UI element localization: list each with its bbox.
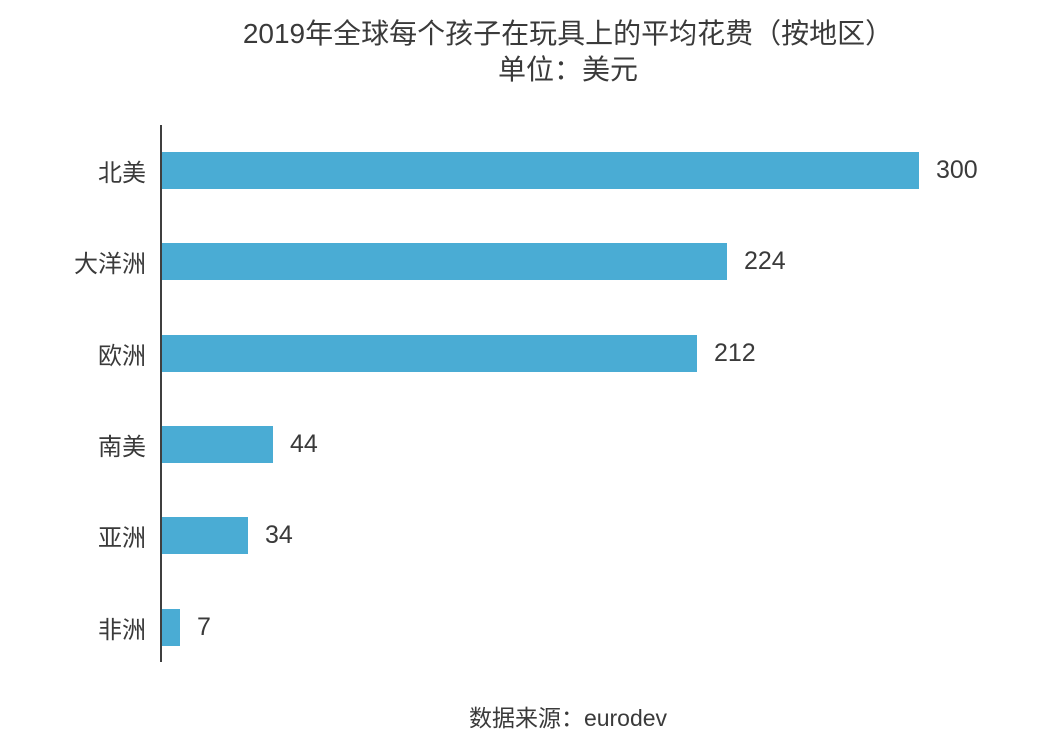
category-label: 欧洲	[98, 342, 146, 370]
bar	[162, 608, 180, 646]
value-label: 224	[744, 247, 786, 276]
bar	[162, 152, 919, 190]
category-label: 非洲	[98, 616, 146, 644]
bar-track: 224	[162, 243, 1056, 281]
y-axis-line	[160, 125, 162, 662]
chart-header: 2019年全球每个孩子在玩具上的平均花费（按地区） 单位：美元	[80, 0, 1056, 88]
bar	[162, 517, 248, 555]
bar-row: 非洲 7	[0, 581, 1056, 672]
bar-track: 44	[162, 426, 1056, 464]
bar-rows: 北美 300 大洋洲 224 欧洲 212 南美 44 亚洲 34 非洲 7	[0, 125, 1056, 673]
data-source: 数据来源：eurodev	[468, 705, 668, 731]
category-label: 大洋洲	[74, 251, 146, 279]
value-label: 34	[265, 521, 293, 550]
bar-row: 大洋洲 224	[0, 216, 1056, 307]
bar-track: 34	[162, 517, 1056, 555]
bar	[162, 334, 697, 372]
bar	[162, 426, 273, 464]
category-label: 南美	[98, 434, 146, 462]
plot-area: 北美 300 大洋洲 224 欧洲 212 南美 44 亚洲 34 非洲 7	[0, 125, 1056, 673]
value-label: 300	[936, 156, 978, 185]
value-label: 44	[290, 430, 318, 459]
bar-track: 300	[162, 152, 1056, 190]
category-label: 亚洲	[98, 525, 146, 553]
bar-track: 7	[162, 608, 1056, 646]
bar-row: 南美 44	[0, 399, 1056, 490]
bar	[162, 243, 727, 281]
category-label: 北美	[98, 160, 146, 188]
bar-row: 亚洲 34	[0, 490, 1056, 581]
value-label: 7	[197, 612, 211, 641]
bar-row: 北美 300	[0, 125, 1056, 216]
chart-subtitle: 单位：美元	[497, 54, 638, 85]
chart-title: 2019年全球每个孩子在玩具上的平均花费（按地区）	[242, 18, 894, 49]
value-label: 212	[714, 338, 756, 367]
bar-track: 212	[162, 334, 1056, 372]
bar-row: 欧洲 212	[0, 308, 1056, 399]
